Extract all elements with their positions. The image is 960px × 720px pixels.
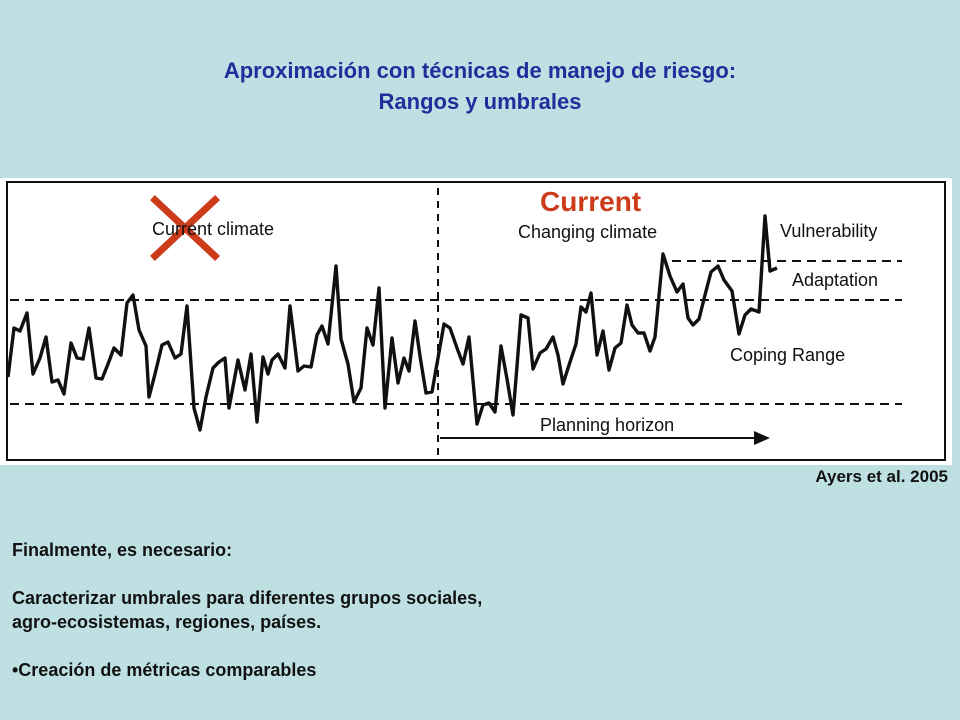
changing-climate-label: Changing climate [518, 222, 657, 242]
point-1-line-2: agro-ecosistemas, regiones, países. [12, 612, 322, 632]
slide-title: Aproximación con técnicas de manejo de r… [0, 55, 960, 117]
citation: Ayers et al. 2005 [815, 467, 948, 486]
diagram-frame [6, 181, 946, 461]
climate-time-series [6, 214, 778, 432]
point-2: •Creación de métricas comparables [12, 660, 317, 680]
vulnerability-label: Vulnerability [780, 221, 877, 241]
cross-mark-icon [150, 195, 220, 261]
current-overlay-label: Current [540, 186, 641, 217]
risk-figure-panel: Current climate Current Changing climate… [0, 178, 952, 465]
planning-horizon-label: Planning horizon [540, 415, 674, 435]
intro-text: Finalmente, es necesario: [12, 540, 233, 560]
coping-range-label: Coping Range [730, 345, 845, 365]
slide-title-line-1: Aproximación con técnicas de manejo de r… [223, 58, 737, 83]
risk-threshold-diagram: Current climate Current Changing climate… [6, 181, 946, 461]
arrow-right-icon [440, 431, 770, 445]
slide-title-line-2: Rangos y umbrales [378, 89, 582, 114]
point-1-line-1: Caracterizar umbrales para diferentes gr… [12, 588, 483, 608]
slide-body: Finalmente, es necesario: Caracterizar u… [12, 538, 912, 682]
adaptation-label: Adaptation [792, 270, 878, 290]
current-climate-label: Current climate [152, 219, 274, 239]
